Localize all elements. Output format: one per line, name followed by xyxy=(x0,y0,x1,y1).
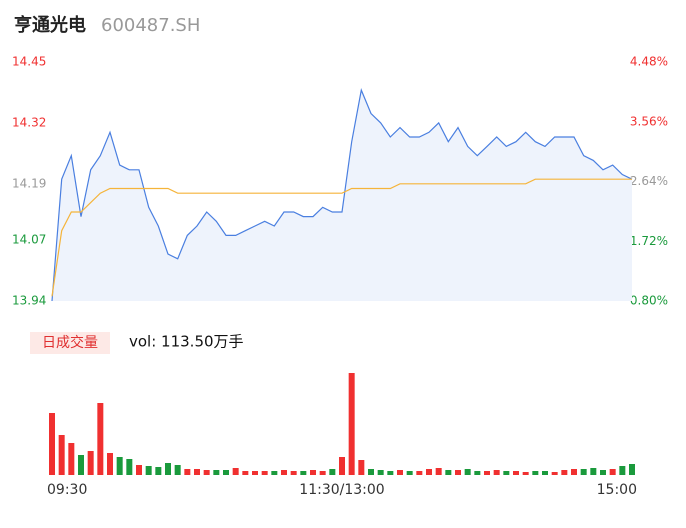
volume-bar xyxy=(107,453,113,475)
volume-bar xyxy=(213,470,220,475)
volume-bar xyxy=(551,472,558,475)
volume-bar xyxy=(629,464,635,475)
volume-bar xyxy=(136,465,142,475)
volume-bar xyxy=(435,468,442,475)
volume-bar xyxy=(261,471,268,475)
volume-bar xyxy=(145,466,152,475)
volume-bar xyxy=(561,470,568,475)
volume-bar xyxy=(377,470,384,475)
volume-bar xyxy=(232,468,239,475)
price-area xyxy=(52,90,632,301)
volume-bar xyxy=(542,471,548,475)
y2-tick-label: 1.72% xyxy=(630,234,668,248)
volume-bar xyxy=(339,457,345,475)
y-tick-label: 14.19 xyxy=(12,176,46,190)
volume-bar xyxy=(203,470,210,475)
volume-bar xyxy=(223,470,229,475)
volume-bar xyxy=(252,471,258,475)
volume-bar xyxy=(522,472,529,475)
volume-bar xyxy=(68,443,75,475)
x-tick-label: 11:30/13:00 xyxy=(299,482,384,498)
stock-code: 600487.SH xyxy=(101,15,200,36)
volume-bar xyxy=(368,469,374,475)
volume-bar xyxy=(474,471,481,475)
volume-bar xyxy=(329,469,336,475)
volume-bar xyxy=(165,463,171,475)
y2-tick-label: 0.80% xyxy=(630,294,668,308)
volume-bar xyxy=(194,469,200,475)
volume-bar xyxy=(281,470,287,475)
volume-bar xyxy=(184,469,191,475)
volume-bar xyxy=(290,471,297,475)
volume-bar xyxy=(49,413,55,475)
y2-tick-label: 4.48% xyxy=(630,55,668,69)
y-tick-label: 14.45 xyxy=(12,55,46,69)
stock-name: 亨通光电 xyxy=(14,14,86,36)
volume-bar xyxy=(387,471,394,475)
volume-bar xyxy=(600,470,606,475)
volume-bar xyxy=(87,451,94,475)
volume-bar xyxy=(300,471,307,475)
volume-bar xyxy=(242,471,249,475)
volume-bar xyxy=(271,471,278,475)
volume-bar xyxy=(571,469,577,475)
volume-bar xyxy=(116,457,123,475)
volume-bar xyxy=(513,471,519,475)
volume-bar xyxy=(348,373,355,475)
volume-bar xyxy=(58,435,65,475)
volume-bar xyxy=(484,471,490,475)
volume-bar xyxy=(397,470,403,475)
x-tick-label: 09:30 xyxy=(47,482,87,498)
volume-bar xyxy=(310,470,316,475)
volume-bar xyxy=(426,469,432,475)
volume-bar xyxy=(319,471,326,475)
average-line xyxy=(51,178,632,297)
y2-tick-label: 3.56% xyxy=(630,114,668,128)
volume-bar xyxy=(126,459,133,475)
volume-bar xyxy=(580,469,587,475)
volume-bar xyxy=(590,468,597,475)
volume-bar xyxy=(97,403,104,475)
y-tick-label: 14.32 xyxy=(12,115,46,129)
volume-bar xyxy=(416,471,423,475)
volume-bar xyxy=(358,460,365,475)
volume-bar xyxy=(619,466,626,475)
volume-bar xyxy=(455,470,461,475)
volume-title: 日成交量 xyxy=(42,334,98,351)
volume-total: vol: 113.50万手 xyxy=(129,333,244,351)
volume-bar xyxy=(609,469,616,475)
volume-bar xyxy=(493,470,500,475)
y-tick-label: 13.94 xyxy=(12,294,46,308)
y-tick-label: 14.07 xyxy=(12,233,46,247)
volume-bar xyxy=(464,469,471,475)
volume-bar xyxy=(78,455,84,475)
volume-bar xyxy=(503,471,510,475)
volume-bar xyxy=(406,471,413,475)
volume-bar xyxy=(155,467,162,475)
volume-bar xyxy=(174,465,181,475)
price-line xyxy=(51,88,633,302)
volume-badge xyxy=(30,332,110,354)
volume-bar xyxy=(532,471,539,475)
y2-tick-label: 2.64% xyxy=(630,174,668,188)
x-tick-label: 15:00 xyxy=(597,482,637,498)
volume-bar xyxy=(445,470,452,475)
